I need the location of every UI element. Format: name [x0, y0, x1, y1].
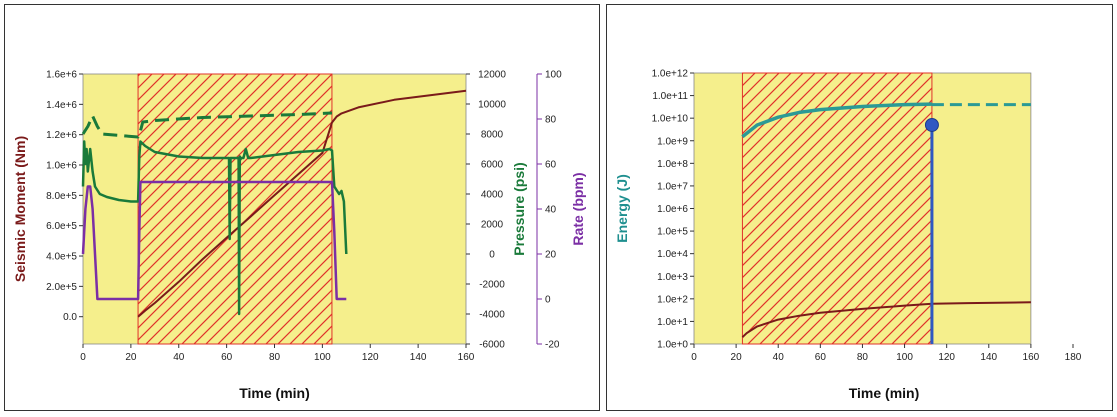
y-pressure-tick-label: 2000 — [481, 220, 504, 231]
y-rate-tick-label: 40 — [545, 205, 557, 216]
y-left-tick-label: 0.0 — [63, 312, 77, 323]
y-rate-tick-label: -20 — [545, 340, 560, 351]
y-pressure-tick-label: 6000 — [481, 160, 504, 171]
x-tick-label: 0 — [80, 352, 86, 363]
y-pressure-axis-label: Pressure (psi) — [511, 162, 527, 255]
x-tick-label: 0 — [691, 352, 697, 363]
y-tick-label: 1.0e+8 — [657, 159, 688, 170]
y-tick-label: 1.0e+2 — [657, 294, 688, 305]
y-rate-tick-label: 60 — [545, 160, 557, 171]
x-tick-label: 140 — [980, 352, 997, 363]
y-left-tick-label: 8.0e+5 — [46, 191, 77, 202]
event-marker — [924, 117, 939, 132]
y-pressure-tick-label: 10000 — [478, 100, 506, 111]
y-rate-tick-label: 80 — [545, 115, 557, 126]
x-tick-label: 60 — [815, 352, 827, 363]
series-line-3 — [81, 180, 347, 301]
series-line-1 — [741, 102, 932, 139]
x-tick-label: 80 — [269, 352, 281, 363]
x-tick-label: 120 — [938, 352, 955, 363]
y-tick-label: 1.0e+0 — [657, 340, 688, 351]
y-tick-label: 1.0e+5 — [657, 227, 688, 238]
chart-panel-left: 0 20 40 60 80 100 120 140 160 Time (min) 1.6e+6 1.4… — [4, 4, 600, 411]
y-tick-label: 1.0e+12 — [652, 69, 689, 80]
y-rate-axis-label: Rate (bpm) — [570, 172, 586, 245]
injection-interval-hatch — [741, 72, 933, 345]
x-tick-label: 100 — [314, 352, 331, 363]
y-rate-tick-label: 100 — [545, 70, 562, 81]
y-pressure-tick-label: 12000 — [478, 70, 506, 81]
x-axis-label: Time (min) — [849, 385, 920, 401]
y-pressure-tick-label: 0 — [489, 250, 495, 261]
x-tick-label: 40 — [173, 352, 185, 363]
y-tick-label: 1.0e+7 — [657, 181, 688, 192]
y-left-tick-label: 1.4e+6 — [46, 100, 77, 111]
injection-interval-hatch — [137, 73, 333, 345]
chart-panel-right: 0 20 40 60 80 100 120 140 160 180 Time (min) 1.0e+1… — [606, 4, 1113, 411]
y-tick-label: 1.0e+4 — [657, 249, 688, 260]
y-pressure-tick-label: 8000 — [481, 130, 504, 141]
x-tick-label: 160 — [458, 352, 475, 363]
y-tick-label: 1.0e+3 — [657, 272, 688, 283]
y-left-axis-label: Seismic Moment (Nm) — [12, 136, 28, 282]
x-axis-label: Time (min) — [239, 385, 310, 401]
y-pressure-tick-label: -6000 — [479, 340, 505, 351]
y-rate-tick-label: 20 — [545, 250, 557, 261]
x-tick-label: 20 — [731, 352, 743, 363]
x-tick-label: 40 — [773, 352, 785, 363]
y-left-tick-label: 1.2e+6 — [46, 130, 77, 141]
y-rate-tick-label: 0 — [545, 295, 551, 306]
y-tick-label: 1.0e+11 — [652, 91, 688, 102]
y-pressure-tick-label: -2000 — [479, 280, 505, 291]
y-pressure-tick-label: -4000 — [479, 310, 505, 321]
x-tick-label: 180 — [1065, 352, 1082, 363]
x-tick-label: 100 — [896, 352, 913, 363]
chart-left-svg: 0 20 40 60 80 100 120 140 160 Time (min) 1.6e+6 1.4… — [12, 70, 586, 402]
chart-right-svg: 0 20 40 60 80 100 120 140 160 180 Time (min) 1.0e+1… — [614, 69, 1082, 402]
y-pressure-tick-label: 4000 — [481, 190, 504, 201]
y-tick-label: 1.0e+1 — [657, 317, 688, 328]
series-line-2 — [81, 140, 348, 316]
y-left-tick-label: 6.0e+5 — [46, 221, 77, 232]
series-line-1 — [81, 111, 333, 139]
y-axis-label: Energy (J) — [614, 174, 630, 242]
y-left-tick-label: 1.6e+6 — [46, 70, 77, 81]
y-left-tick-label: 4.0e+5 — [46, 252, 77, 263]
y-left-tick-label: 2.0e+5 — [46, 282, 77, 293]
x-tick-label: 20 — [125, 352, 137, 363]
y-left-tick-label: 1.0e+6 — [46, 161, 77, 172]
x-tick-label: 60 — [221, 352, 233, 363]
x-tick-label: 80 — [857, 352, 869, 363]
y-tick-label: 1.0e+10 — [652, 114, 689, 125]
x-tick-label: 140 — [410, 352, 427, 363]
x-tick-label: 160 — [1023, 352, 1040, 363]
series-line-0 — [741, 301, 1031, 338]
series-line-0 — [137, 89, 467, 318]
y-tick-label: 1.0e+6 — [657, 204, 688, 215]
x-tick-label: 120 — [362, 352, 379, 363]
y-tick-label: 1.0e+9 — [657, 136, 688, 147]
